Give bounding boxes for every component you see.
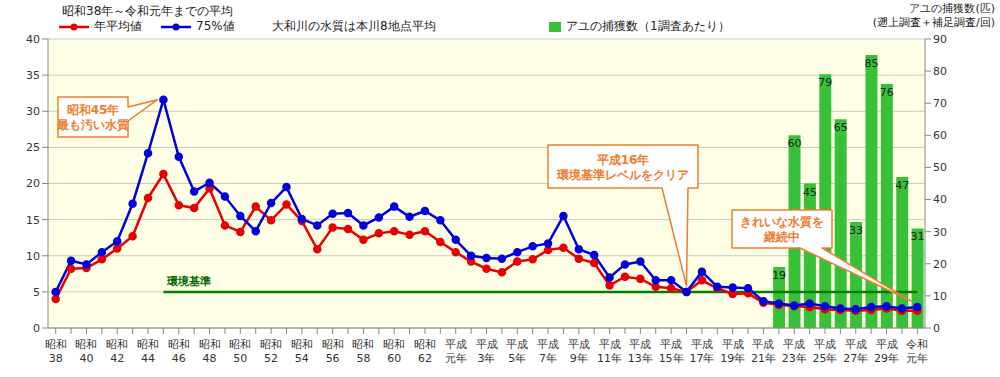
svg-text:10: 10 — [26, 250, 40, 263]
svg-text:昭和50: 昭和50 — [229, 338, 251, 365]
svg-text:平成11年: 平成11年 — [597, 338, 622, 365]
svg-text:平成元年: 平成元年 — [445, 338, 467, 365]
svg-text:平成21年: 平成21年 — [751, 338, 776, 365]
svg-text:昭和42: 昭和42 — [106, 338, 128, 365]
svg-text:60: 60 — [788, 137, 802, 150]
svg-text:平成3年: 平成3年 — [476, 338, 498, 365]
svg-text:平成27年: 平成27年 — [843, 338, 868, 365]
svg-text:50: 50 — [933, 161, 947, 174]
svg-text:昭和40: 昭和40 — [75, 338, 97, 365]
svg-text:環境基準レベルをクリア: 環境基準レベルをクリア — [556, 168, 689, 182]
svg-text:45: 45 — [803, 186, 817, 199]
svg-text:昭和46: 昭和46 — [168, 338, 190, 365]
svg-text:85: 85 — [864, 57, 878, 70]
svg-text:25: 25 — [26, 141, 40, 154]
svg-text:令和元年: 令和元年 — [906, 338, 928, 365]
svg-text:10: 10 — [933, 290, 947, 303]
svg-text:きれいな水質を: きれいな水質を — [740, 215, 824, 229]
html-text:年平均値: 年平均値 — [94, 19, 142, 33]
svg-text:昭和56: 昭和56 — [322, 338, 344, 365]
svg-text:0: 0 — [33, 322, 40, 335]
svg-text:20: 20 — [26, 177, 40, 190]
svg-text:平成29年: 平成29年 — [874, 338, 899, 365]
svg-text:環境基準: 環境基準 — [166, 275, 211, 288]
svg-text:40: 40 — [26, 33, 40, 46]
svg-text:80: 80 — [933, 65, 947, 78]
html-text:昭和38年～令和元年までの平均: 昭和38年～令和元年までの平均 — [62, 4, 234, 18]
svg-text:47: 47 — [895, 179, 909, 192]
svg-text:平成5年: 平成5年 — [506, 338, 528, 365]
svg-text:平成9年: 平成9年 — [568, 338, 590, 365]
svg-text:昭和48: 昭和48 — [199, 338, 221, 365]
svg-text:平成15年: 平成15年 — [659, 338, 684, 365]
svg-text:平成25年: 平成25年 — [812, 338, 837, 365]
svg-text:30: 30 — [26, 105, 40, 118]
svg-text:60: 60 — [933, 129, 947, 142]
svg-text:0: 0 — [933, 322, 940, 335]
svg-text:15: 15 — [26, 214, 40, 227]
svg-text:65: 65 — [834, 121, 848, 134]
svg-text:昭和60: 昭和60 — [383, 338, 405, 365]
svg-text:33: 33 — [849, 224, 863, 237]
svg-text:5: 5 — [33, 286, 40, 299]
svg-text:継続中: 継続中 — [763, 230, 800, 244]
svg-text:平成17年: 平成17年 — [689, 338, 714, 365]
svg-text:30: 30 — [933, 226, 947, 239]
html-text:(遡上調査＋補足調査/回): (遡上調査＋補足調査/回) — [872, 16, 995, 29]
html-text:大和川の水質は本川8地点平均: 大和川の水質は本川8地点平均 — [272, 19, 436, 33]
svg-text:昭和52: 昭和52 — [260, 338, 282, 365]
html-text:アユの捕獲数(匹): アユの捕獲数(匹) — [909, 2, 995, 15]
svg-text:平成13年: 平成13年 — [628, 338, 653, 365]
svg-text:平成16年: 平成16年 — [596, 153, 650, 167]
svg-text:昭和54: 昭和54 — [291, 338, 313, 365]
svg-text:20: 20 — [933, 258, 947, 271]
svg-text:昭和58: 昭和58 — [352, 338, 374, 365]
svg-text:19: 19 — [772, 269, 786, 282]
svg-text:昭和38: 昭和38 — [45, 338, 67, 365]
svg-text:40: 40 — [933, 193, 947, 206]
svg-text:90: 90 — [933, 33, 947, 46]
html-text:アユの捕獲数（1調査あたり）: アユの捕獲数（1調査あたり） — [566, 19, 730, 33]
svg-text:昭和44: 昭和44 — [137, 338, 159, 365]
svg-text:70: 70 — [933, 97, 947, 110]
svg-text:平成19年: 平成19年 — [720, 338, 745, 365]
svg-text:31: 31 — [911, 230, 925, 243]
svg-text:昭和45年: 昭和45年 — [67, 103, 120, 117]
svg-text:最も汚い水質: 最も汚い水質 — [56, 118, 129, 132]
svg-text:35: 35 — [26, 69, 40, 82]
html-text:75%値: 75%値 — [196, 19, 235, 33]
svg-text:昭和62: 昭和62 — [414, 338, 436, 365]
svg-text:76: 76 — [880, 86, 894, 99]
svg-text:平成7年: 平成7年 — [537, 338, 559, 365]
svg-text:79: 79 — [818, 76, 832, 89]
svg-text:平成23年: 平成23年 — [782, 338, 807, 365]
